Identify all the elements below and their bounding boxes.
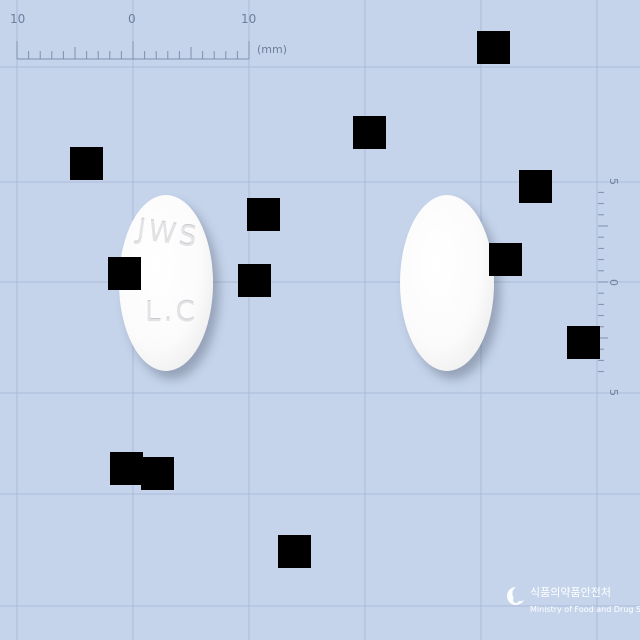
redaction-box <box>278 535 311 568</box>
redaction-box <box>108 257 141 290</box>
ruler-unit: (mm) <box>257 43 287 56</box>
redaction-box <box>238 264 271 297</box>
watermark-korean: 식품의약품안전처 <box>530 584 611 600</box>
mfds-watermark: 식품의약품안전처 Ministry of Food and Drug Safet… <box>506 584 636 624</box>
redaction-box <box>519 170 552 203</box>
ruler-label-zero: 0 <box>128 12 136 26</box>
redaction-box <box>70 147 103 180</box>
redaction-box <box>489 243 522 276</box>
pill-back <box>400 195 494 371</box>
ruler-label-right-10: 10 <box>241 12 256 26</box>
side-ruler-label-zero: 0 <box>607 279 620 286</box>
redaction-box <box>141 457 174 490</box>
redaction-box <box>567 326 600 359</box>
redaction-box <box>353 116 386 149</box>
redaction-box <box>110 452 143 485</box>
side-ruler-label-bottom-5: 5 <box>607 389 620 396</box>
pill-imprint-line1: JWS <box>135 213 202 254</box>
mfds-logo-icon <box>506 584 526 620</box>
redaction-box <box>247 198 280 231</box>
pill-imprint-line2: L.C <box>145 295 198 328</box>
watermark-english: Ministry of Food and Drug Safety <box>530 605 640 614</box>
side-ruler-label-top-5: 5 <box>607 178 620 185</box>
ruler-label-left-10: 10 <box>10 12 25 26</box>
redaction-box <box>477 31 510 64</box>
